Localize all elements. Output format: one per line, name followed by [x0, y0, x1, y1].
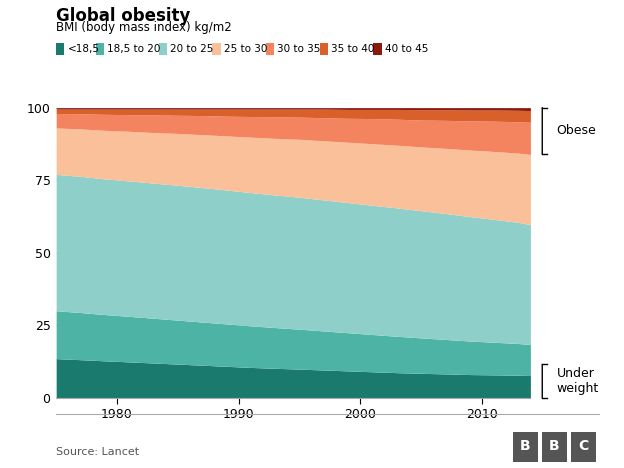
Text: Under
weight: Under weight: [557, 367, 599, 395]
Text: 20 to 25: 20 to 25: [170, 44, 213, 54]
Text: B: B: [520, 439, 530, 453]
Text: 25 to 30: 25 to 30: [223, 44, 267, 54]
Text: Global obesity: Global obesity: [56, 7, 190, 25]
Text: C: C: [578, 439, 588, 453]
Text: Source: Lancet: Source: Lancet: [56, 447, 139, 457]
Text: B: B: [549, 439, 560, 453]
Text: Obese: Obese: [557, 124, 597, 137]
Text: 30 to 35: 30 to 35: [277, 44, 321, 54]
FancyBboxPatch shape: [571, 432, 597, 461]
Text: 40 to 45: 40 to 45: [384, 44, 428, 54]
Text: 35 to 40: 35 to 40: [331, 44, 374, 54]
Text: 18,5 to 20: 18,5 to 20: [107, 44, 160, 54]
Text: <18,5: <18,5: [67, 44, 99, 54]
FancyBboxPatch shape: [512, 432, 538, 461]
Text: BMI (body mass index) kg/m2: BMI (body mass index) kg/m2: [56, 21, 232, 34]
FancyBboxPatch shape: [542, 432, 567, 461]
